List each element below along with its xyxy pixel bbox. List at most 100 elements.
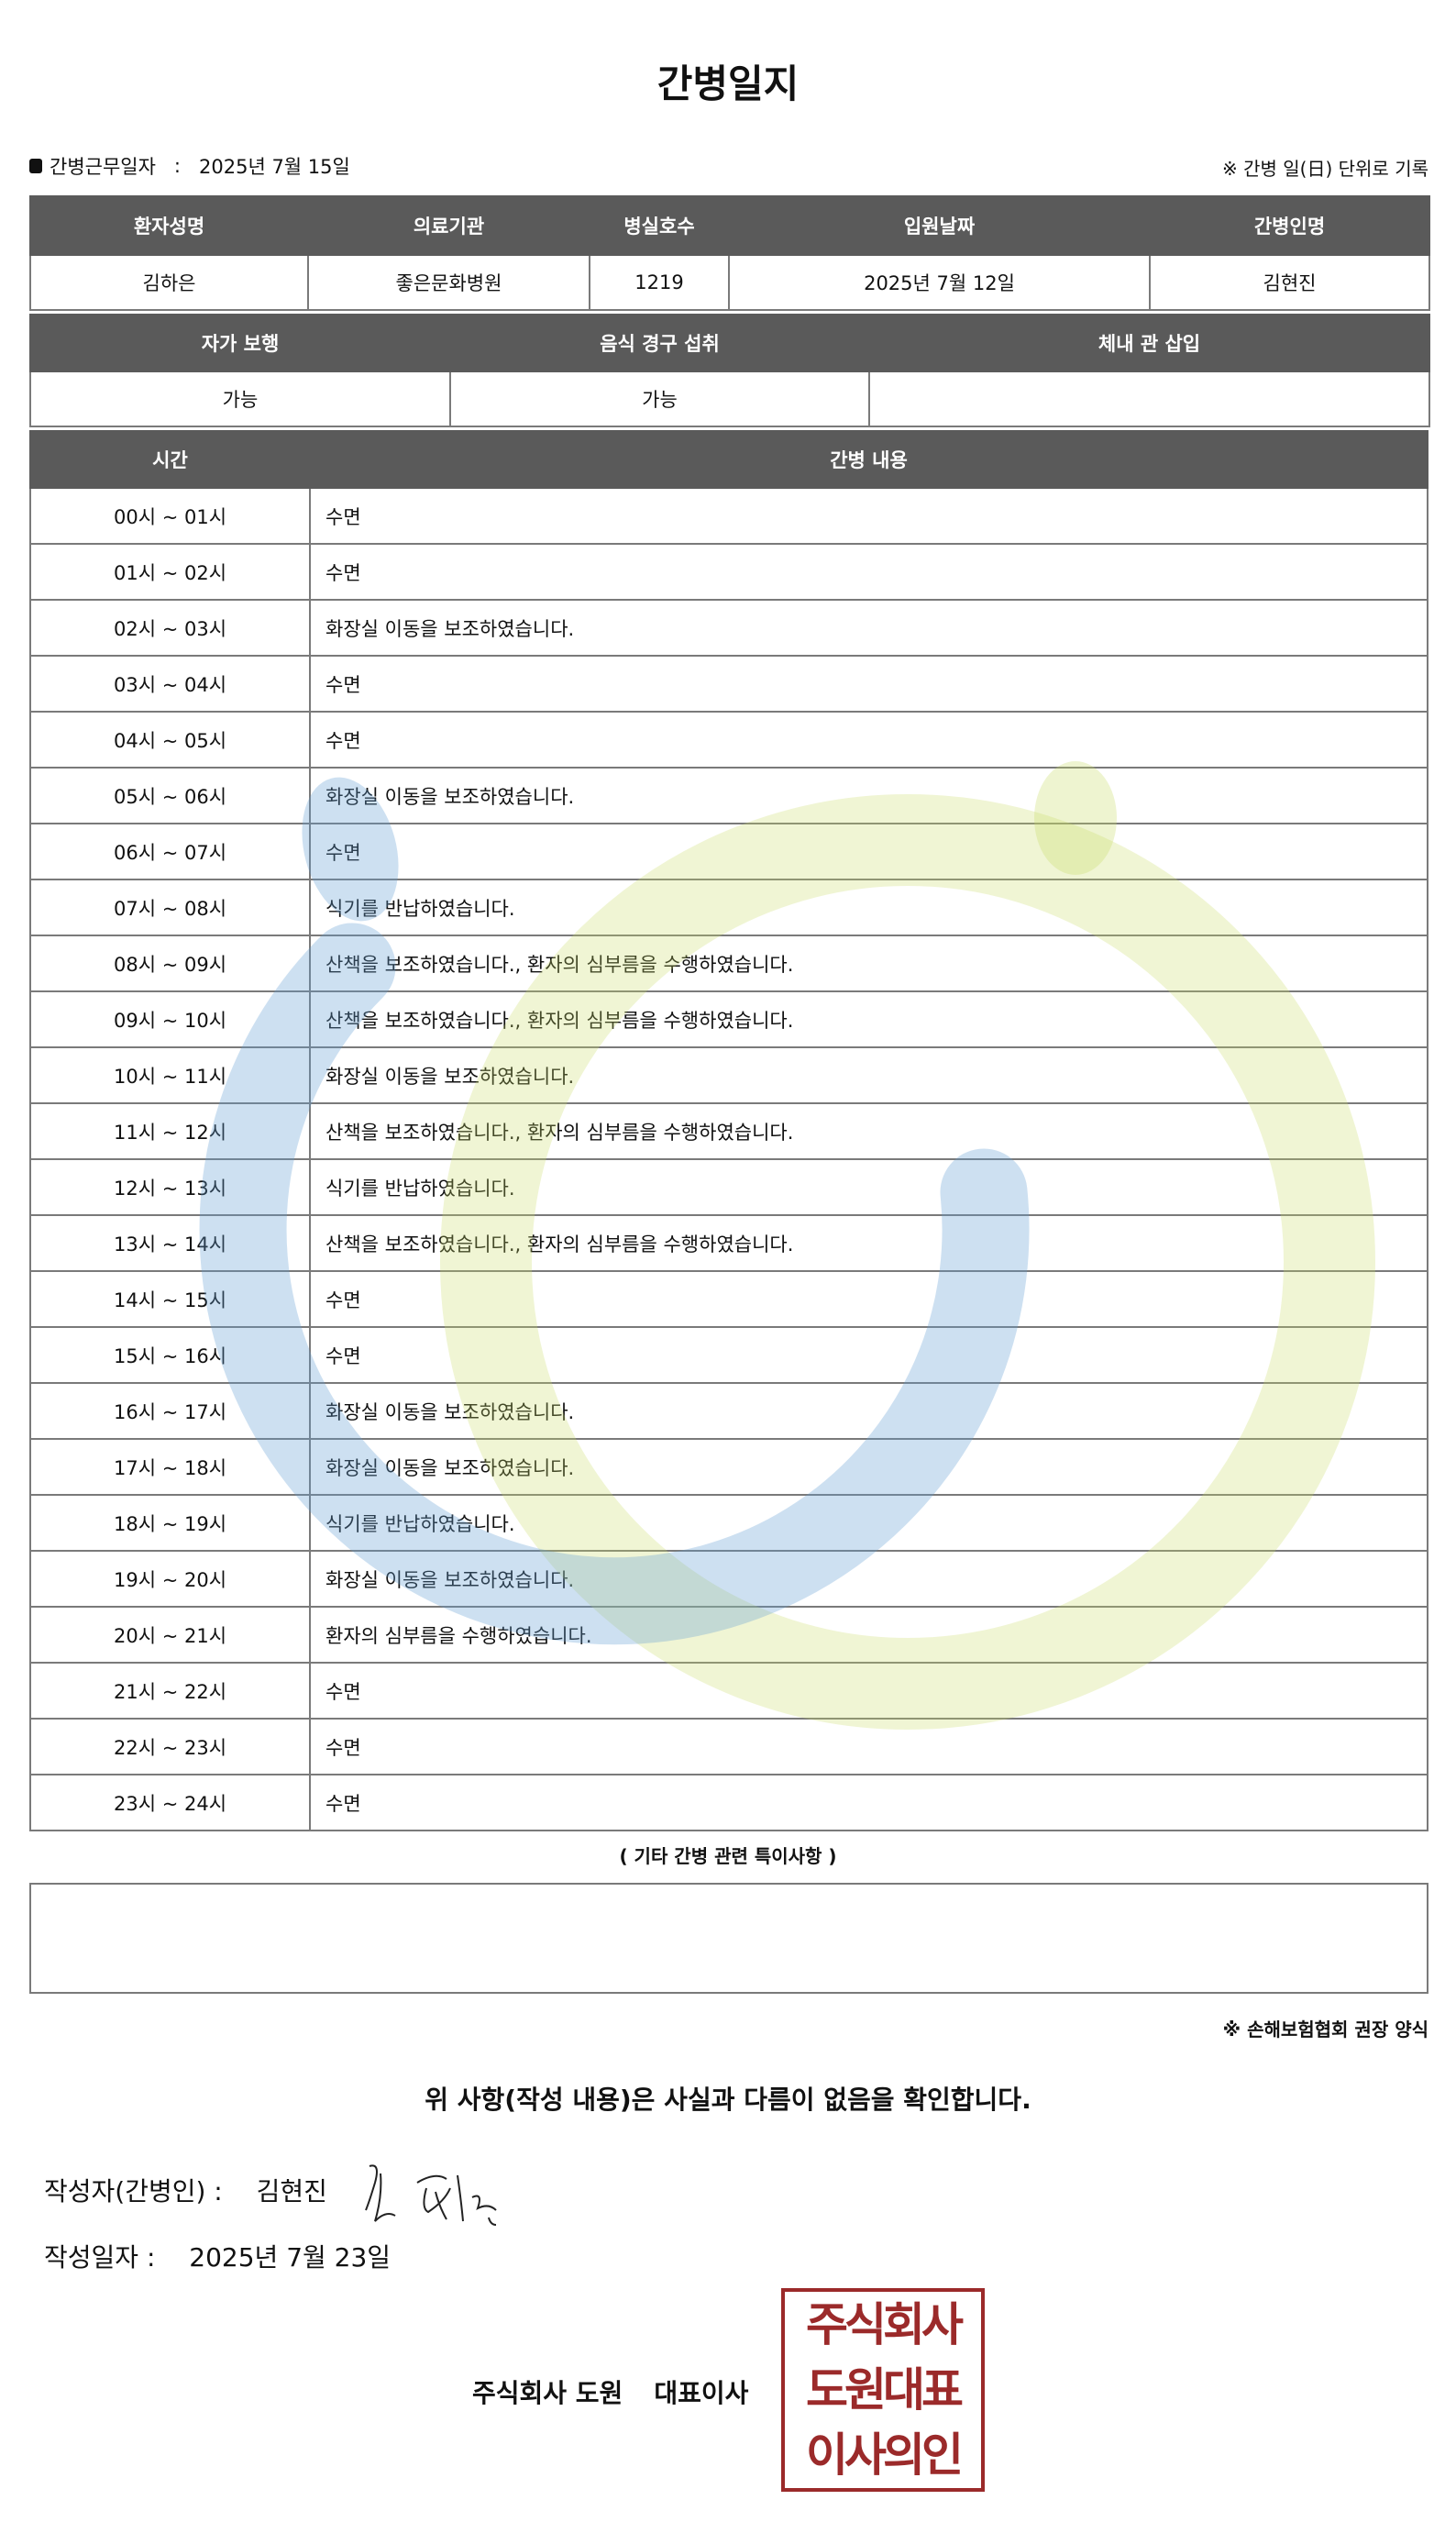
time-cell: 23시 ~ 24시	[29, 1774, 311, 1831]
content-cell: 산책을 보조하였습니다., 환자의 심부름을 수행하였습니다.	[309, 990, 1428, 1048]
time-cell: 12시 ~ 13시	[29, 1158, 311, 1216]
confirmation-text: 위 사항(작성 내용)은 사실과 다름이 없음을 확인합니다.	[425, 2085, 1031, 2115]
time-cell: 08시 ~ 09시	[29, 935, 311, 992]
content-cell: 수면	[309, 1270, 1428, 1328]
content-cell: 수면	[309, 1662, 1428, 1720]
self-walking: 가능	[29, 371, 451, 427]
header-hospital: 의료기관	[307, 195, 590, 256]
content-cell: 화장실 이동을 보조하였습니다.	[309, 1550, 1428, 1608]
time-cell: 15시 ~ 16시	[29, 1326, 311, 1384]
content-cell: 수면	[309, 1326, 1428, 1384]
admission-date: 2025년 7월 12일	[728, 254, 1151, 311]
bullet-icon	[29, 159, 42, 173]
seal-line: 이사의인	[806, 2428, 964, 2483]
table-row: 05시 ~ 06시 화장실 이동을 보조하였습니다.	[29, 767, 1428, 824]
table-row: 16시 ~ 17시 화장실 이동을 보조하였습니다.	[29, 1382, 1428, 1440]
content-cell: 수면	[309, 1718, 1428, 1775]
time-cell: 18시 ~ 19시	[29, 1494, 311, 1552]
memo-box	[29, 1883, 1428, 1994]
room-number: 1219	[589, 254, 730, 311]
table-row: 10시 ~ 11시 화장실 이동을 보조하였습니다.	[29, 1046, 1428, 1104]
time-cell: 11시 ~ 12시	[29, 1102, 311, 1160]
writer-name: 김현진	[256, 2176, 327, 2207]
time-cell: 02시 ~ 03시	[29, 599, 311, 657]
time-cell: 05시 ~ 06시	[29, 767, 311, 824]
table-row: 04시 ~ 05시 수면	[29, 711, 1428, 769]
header-oral-intake: 음식 경구 섭취	[449, 314, 870, 372]
time-cell: 07시 ~ 08시	[29, 879, 311, 936]
care-log-table: 시간 간병 내용 00시 ~ 01시 수면 01시 ~ 02시 수면 02시 ~ 03시…	[29, 430, 1428, 1831]
header-self-walking: 자가 보행	[29, 314, 451, 372]
writer-line: 작성자(간병인) : 김현진	[44, 2172, 353, 2208]
time-cell: 21시 ~ 22시	[29, 1662, 311, 1720]
signature	[365, 2164, 497, 2226]
company-title: 대표이사	[654, 2378, 749, 2408]
written-date-line: 작성일자 : 2025년 7월 23일	[44, 2238, 416, 2274]
content-cell: 식기를 반납하였습니다.	[309, 879, 1428, 936]
content-cell: 산책을 보조하였습니다., 환자의 심부름을 수행하였습니다.	[309, 1214, 1428, 1272]
header-caregiver: 간병인명	[1149, 195, 1430, 256]
work-date-value: 2025년 7월 15일	[199, 156, 350, 178]
table-row: 17시 ~ 18시 화장실 이동을 보조하였습니다.	[29, 1438, 1428, 1496]
header-patient-name: 환자성명	[29, 195, 309, 256]
content-cell: 화장실 이동을 보조하였습니다.	[309, 1046, 1428, 1104]
note-top: ※ 간병 일(日) 단위로 기록	[1222, 158, 1428, 180]
table-row: 22시 ~ 23시 수면	[29, 1718, 1428, 1775]
content-cell: 수면	[309, 543, 1428, 601]
content-cell: 산책을 보조하였습니다., 환자의 심부름을 수행하였습니다.	[309, 935, 1428, 992]
header-tube-insertion: 체내 관 삽입	[868, 314, 1430, 372]
table-row: 08시 ~ 09시 산책을 보조하였습니다., 환자의 심부름을 수행하였습니다.	[29, 935, 1428, 992]
caregiver-name: 김현진	[1149, 254, 1430, 311]
time-cell: 04시 ~ 05시	[29, 711, 311, 769]
work-date-separator: :	[173, 155, 181, 177]
table-row: 18시 ~ 19시 식기를 반납하였습니다.	[29, 1494, 1428, 1552]
memo-label: ( 기타 간병 관련 특이사항 )	[619, 1845, 837, 1867]
table-row: 01시 ~ 02시 수면	[29, 543, 1428, 601]
seal-line: 주식회사	[806, 2297, 964, 2351]
patient-name: 김하은	[29, 254, 309, 311]
time-cell: 17시 ~ 18시	[29, 1438, 311, 1496]
table-row: 11시 ~ 12시 산책을 보조하였습니다., 환자의 심부름을 수행하였습니다.	[29, 1102, 1428, 1160]
page-title: 간병일지	[656, 61, 800, 106]
time-cell: 01시 ~ 02시	[29, 543, 311, 601]
header-room: 병실호수	[589, 195, 730, 256]
note-bottom: ※ 손해보험협회 권장 양식	[1222, 2019, 1428, 2041]
table-row: 23시 ~ 24시 수면	[29, 1774, 1428, 1831]
time-cell: 03시 ~ 04시	[29, 655, 311, 713]
time-cell: 19시 ~ 20시	[29, 1550, 311, 1608]
table-row: 13시 ~ 14시 산책을 보조하였습니다., 환자의 심부름을 수행하였습니다.	[29, 1214, 1428, 1272]
content-cell: 식기를 반납하였습니다.	[309, 1494, 1428, 1552]
tube-insertion	[868, 371, 1430, 427]
content-cell: 화장실 이동을 보조하였습니다.	[309, 1382, 1428, 1440]
time-cell: 06시 ~ 07시	[29, 823, 311, 880]
written-date-value: 2025년 7월 23일	[189, 2242, 392, 2273]
content-cell: 수면	[309, 487, 1428, 545]
header-time: 시간	[29, 430, 311, 489]
time-cell: 22시 ~ 23시	[29, 1718, 311, 1775]
oral-intake: 가능	[449, 371, 870, 427]
table-row: 07시 ~ 08시 식기를 반납하였습니다.	[29, 879, 1428, 936]
table-row: 06시 ~ 07시 수면	[29, 823, 1428, 880]
work-date: 간병근무일자 : 2025년 7월 15일	[29, 152, 350, 180]
writer-label: 작성자(간병인) :	[44, 2176, 223, 2207]
content-cell: 수면	[309, 655, 1428, 713]
hospital: 좋은문화병원	[307, 254, 590, 311]
status-table: 자가 보행 음식 경구 섭취 체내 관 삽입 가능 가능	[29, 314, 1430, 427]
content-cell: 수면	[309, 711, 1428, 769]
table-row: 00시 ~ 01시 수면	[29, 487, 1428, 545]
content-cell: 화장실 이동을 보조하였습니다.	[309, 767, 1428, 824]
time-cell: 10시 ~ 11시	[29, 1046, 311, 1104]
time-cell: 20시 ~ 21시	[29, 1606, 311, 1664]
info-table: 환자성명 의료기관 병실호수 입원날짜 간병인명 김하은 좋은문화병원 1219…	[29, 195, 1430, 311]
content-cell: 화장실 이동을 보조하였습니다.	[309, 599, 1428, 657]
content-cell: 식기를 반납하였습니다.	[309, 1158, 1428, 1216]
time-cell: 09시 ~ 10시	[29, 990, 311, 1048]
header-care-content: 간병 내용	[309, 430, 1428, 489]
company-name: 주식회사 도원	[472, 2378, 623, 2408]
table-row: 19시 ~ 20시 화장실 이동을 보조하였습니다.	[29, 1550, 1428, 1608]
company-line: 주식회사 도원 대표이사	[472, 2373, 748, 2410]
table-row: 12시 ~ 13시 식기를 반납하였습니다.	[29, 1158, 1428, 1216]
content-cell: 산책을 보조하였습니다., 환자의 심부름을 수행하였습니다.	[309, 1102, 1428, 1160]
table-row: 20시 ~ 21시 환자의 심부름을 수행하였습니다.	[29, 1606, 1428, 1664]
table-row: 03시 ~ 04시 수면	[29, 655, 1428, 713]
